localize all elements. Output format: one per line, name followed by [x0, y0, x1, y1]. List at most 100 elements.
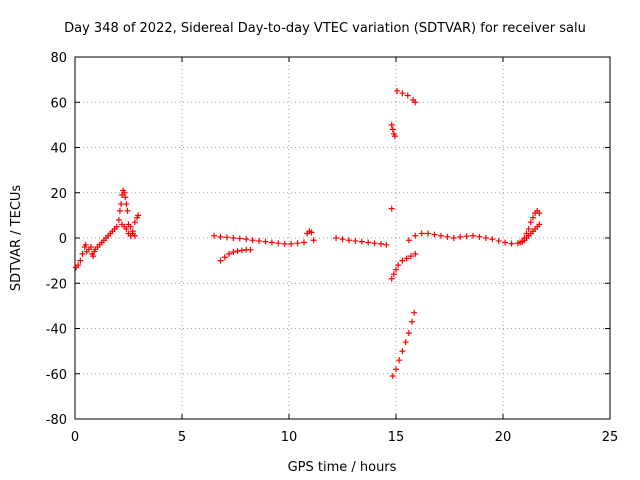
data-point: [404, 92, 411, 99]
data-point: [230, 235, 237, 241]
data-point: [116, 207, 123, 214]
data-point: [238, 247, 245, 254]
data-point: [388, 121, 395, 128]
x-tick-label: 5: [178, 430, 186, 445]
data-point: [463, 233, 470, 240]
data-point: [236, 235, 243, 242]
y-tick-label: 0: [59, 232, 67, 247]
data-point: [135, 212, 142, 219]
data-point: [403, 255, 410, 262]
data-point: [425, 230, 432, 237]
data-point: [234, 248, 241, 255]
data-point: [394, 87, 401, 94]
y-tick-label: -80: [46, 413, 67, 428]
data-point: [402, 339, 409, 346]
x-tick-label: 10: [281, 430, 298, 445]
data-point: [333, 235, 340, 241]
data-point: [300, 239, 307, 246]
data-point: [393, 366, 399, 373]
data-point: [288, 240, 295, 247]
data-point: [113, 223, 120, 230]
data-point: [495, 237, 502, 244]
grid: [75, 57, 610, 419]
data-point: [256, 237, 263, 244]
data-point: [529, 214, 536, 221]
data-point: [352, 237, 359, 244]
x-tick-label: 15: [388, 430, 405, 445]
data-point: [310, 237, 317, 244]
data-point: [217, 257, 224, 264]
data-point: [536, 210, 543, 217]
data-point: [389, 126, 396, 133]
data-point: [536, 221, 543, 228]
data-point: [378, 240, 385, 247]
data-point: [365, 239, 372, 246]
data-point: [412, 99, 419, 106]
data-point: [131, 219, 138, 226]
data-point: [230, 249, 237, 256]
data-point: [405, 237, 412, 244]
data-point: [527, 219, 534, 226]
data-point: [281, 240, 288, 247]
y-tick-label: 80: [50, 51, 67, 66]
data-point: [393, 266, 399, 273]
data-point: [127, 223, 134, 230]
data-point: [77, 257, 84, 264]
data-point: [124, 207, 131, 214]
data-point: [388, 205, 395, 212]
data-point: [221, 254, 228, 261]
data-points: [73, 87, 543, 380]
chart-title: Day 348 of 2022, Sidereal Day-to-day VTE…: [64, 21, 586, 36]
data-point: [508, 240, 515, 247]
data-point: [405, 330, 412, 337]
data-point: [223, 234, 230, 241]
data-point: [489, 236, 496, 243]
data-point: [275, 240, 282, 247]
data-point: [123, 225, 130, 232]
data-point: [115, 216, 122, 223]
data-point: [123, 201, 130, 208]
data-point: [395, 262, 402, 269]
data-point: [131, 232, 138, 239]
data-point: [226, 250, 233, 257]
data-point: [411, 309, 418, 316]
data-point: [399, 90, 406, 97]
data-point: [383, 241, 390, 248]
y-tick-label: 20: [50, 187, 67, 202]
data-point: [345, 237, 352, 244]
y-tick-label: 40: [50, 142, 67, 157]
data-point: [211, 232, 218, 239]
y-tick-label: 60: [50, 96, 67, 111]
y-axis-label: SDTVAR / TECUs: [9, 185, 24, 292]
data-point: [412, 250, 419, 257]
data-point: [391, 133, 398, 140]
data-point: [243, 236, 250, 243]
data-point: [407, 253, 414, 260]
data-point: [358, 238, 365, 245]
data-point: [390, 271, 397, 278]
data-point: [444, 233, 451, 240]
data-point: [75, 262, 82, 269]
data-point: [262, 238, 269, 245]
data-point: [308, 229, 315, 236]
x-tick-label: 25: [602, 430, 619, 445]
data-point: [437, 232, 444, 239]
x-axis-label: GPS time / hours: [288, 460, 397, 475]
data-point: [409, 318, 416, 325]
data-point: [418, 230, 425, 237]
data-point: [122, 194, 129, 201]
data-point: [470, 232, 477, 239]
data-point: [482, 235, 489, 241]
data-point: [457, 233, 464, 240]
data-point: [399, 348, 406, 355]
data-point: [396, 357, 403, 364]
data-point: [525, 225, 532, 232]
data-point: [247, 246, 254, 253]
data-point: [412, 232, 419, 239]
data-point: [502, 239, 509, 246]
data-point: [388, 275, 395, 282]
y-tick-label: -40: [46, 323, 67, 338]
data-point: [339, 236, 346, 243]
